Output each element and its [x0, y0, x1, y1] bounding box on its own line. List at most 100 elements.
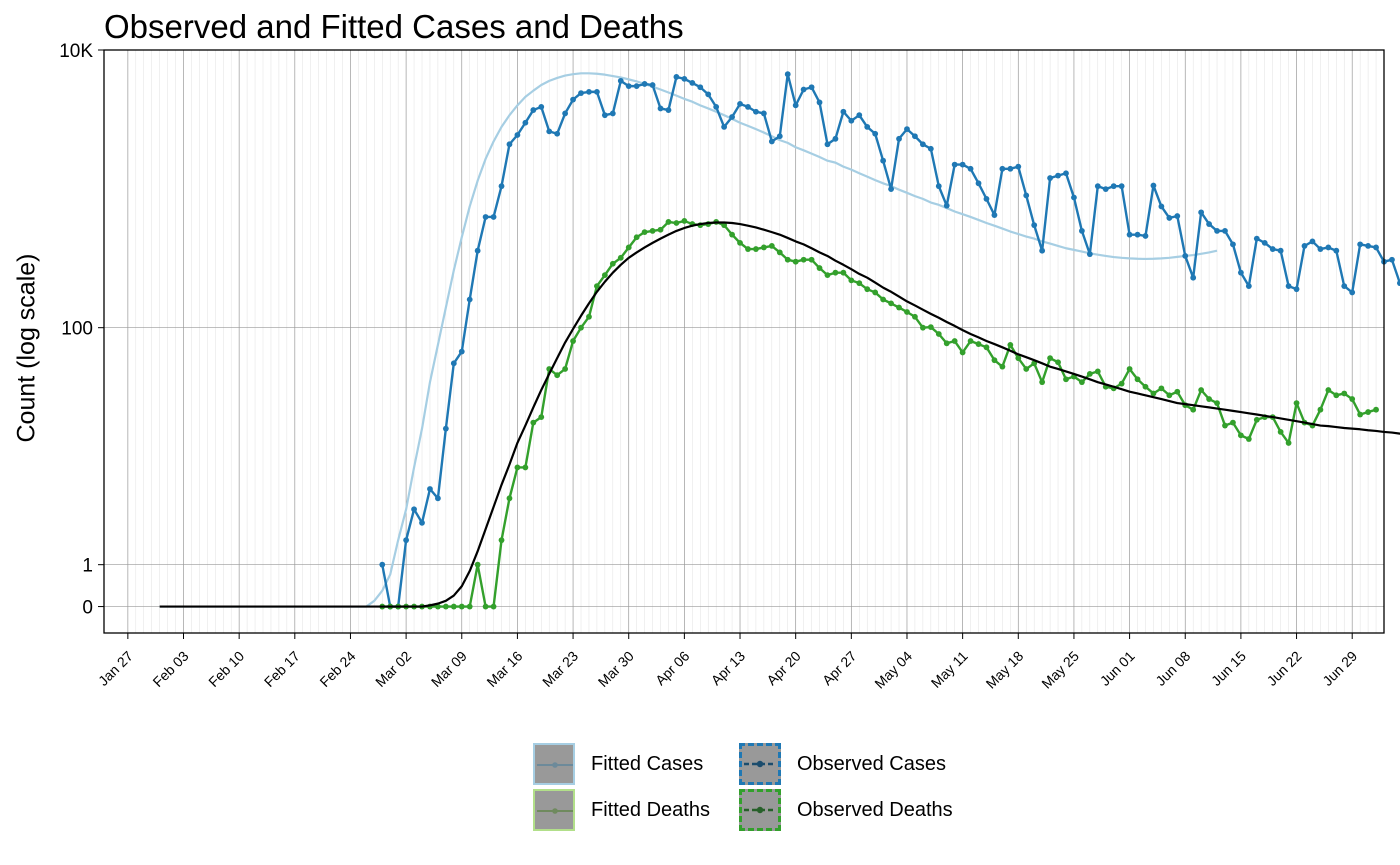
data-point-observed-cases — [943, 202, 950, 209]
data-point-observed-deaths — [1230, 419, 1236, 426]
data-point-observed-deaths — [1015, 355, 1022, 362]
data-point-observed-deaths — [1253, 416, 1260, 423]
legend-key-observed-deaths — [739, 789, 781, 831]
data-point-observed-deaths — [1150, 390, 1157, 397]
data-point-observed-deaths — [896, 304, 902, 311]
data-point-observed-deaths — [1126, 366, 1133, 372]
data-point-observed-cases — [776, 133, 783, 140]
data-point-observed-deaths — [1214, 400, 1220, 406]
data-point-observed-deaths — [776, 249, 783, 256]
data-point-observed-deaths — [792, 258, 799, 265]
data-point-observed-deaths — [999, 363, 1006, 370]
x-tick-label: Feb 17 — [261, 648, 303, 690]
data-point-observed-deaths — [554, 372, 561, 379]
data-point-observed-cases — [888, 186, 894, 192]
data-point-observed-deaths — [586, 313, 592, 320]
data-point-observed-deaths — [991, 357, 998, 364]
y-tick-label: 100 — [61, 319, 93, 340]
data-point-observed-deaths — [951, 338, 958, 344]
data-point-observed-cases — [935, 183, 942, 190]
data-point-observed-deaths — [1325, 387, 1332, 393]
legend-label-observed-deaths: Observed Deaths — [797, 798, 953, 821]
data-point-observed-cases — [1301, 242, 1308, 249]
data-point-observed-deaths — [768, 242, 775, 249]
data-point-observed-deaths — [1333, 392, 1340, 399]
data-point-observed-cases — [458, 348, 465, 355]
data-point-observed-cases — [1142, 233, 1149, 239]
axes: Jan 27 Feb 03 Feb 10 Feb 17 Feb 24 Mar 02 Mar … — [59, 41, 1360, 692]
data-point-observed-deaths — [967, 338, 974, 344]
x-tick-label: May 18 — [983, 648, 1027, 692]
data-point-observed-deaths — [522, 464, 529, 471]
data-point-observed-cases — [721, 124, 728, 130]
y-tick-label: 0 — [82, 598, 93, 619]
data-point-observed-deaths — [1174, 388, 1181, 395]
data-point-observed-deaths — [959, 349, 966, 356]
data-point-observed-deaths — [1206, 396, 1212, 402]
data-point-observed-cases — [490, 214, 497, 220]
y-tick-label: 10K — [59, 41, 93, 62]
data-point-observed-cases — [824, 141, 831, 148]
data-point-observed-deaths — [466, 603, 473, 610]
grid-lines — [104, 49, 1384, 633]
data-point-observed-cases — [1333, 247, 1340, 254]
data-point-observed-deaths — [832, 269, 839, 276]
data-point-observed-deaths — [1237, 432, 1244, 439]
plot-border — [103, 49, 1385, 634]
x-tick-label: Mar 02 — [372, 648, 414, 690]
data-point-observed-cases — [832, 135, 839, 142]
data-point-observed-cases — [1222, 228, 1228, 234]
x-tick-label: Jun 15 — [1208, 648, 1249, 689]
data-point-observed-deaths — [864, 286, 871, 293]
data-point-observed-cases — [1182, 253, 1189, 259]
data-point-observed-cases — [554, 130, 561, 137]
data-point-observed-cases — [506, 141, 513, 148]
data-point-observed-cases — [1253, 235, 1260, 242]
data-point-observed-cases — [745, 103, 751, 110]
data-point-observed-cases — [1118, 183, 1125, 190]
data-point-observed-deaths — [1039, 379, 1046, 386]
x-tick-label: Jun 01 — [1097, 648, 1138, 689]
data-point-observed-cases — [681, 75, 688, 82]
data-point-observed-deaths — [474, 561, 481, 568]
data-point-observed-cases — [1134, 231, 1141, 238]
data-point-observed-cases — [482, 214, 489, 220]
data-point-observed-deaths — [1285, 440, 1292, 446]
data-point-observed-cases — [800, 86, 807, 93]
legend-key-fitted-deaths — [533, 789, 575, 831]
data-point-observed-cases — [753, 108, 759, 115]
data-point-observed-cases — [760, 110, 767, 117]
x-tick-label: May 25 — [1038, 648, 1082, 692]
data-point-observed-cases — [959, 161, 966, 168]
data-point-observed-deaths — [983, 344, 990, 351]
data-point-observed-cases — [379, 561, 386, 568]
data-point-observed-deaths — [1317, 406, 1324, 413]
data-point-observed-deaths — [1245, 436, 1252, 442]
data-point-observed-cases — [983, 195, 990, 202]
data-point-observed-cases — [1110, 183, 1117, 190]
data-point-observed-deaths — [904, 309, 910, 315]
data-point-observed-cases — [784, 71, 791, 78]
data-point-observed-deaths — [1055, 359, 1061, 366]
data-point-observed-cases — [514, 132, 521, 138]
data-point-observed-deaths — [784, 256, 791, 263]
data-point-observed-deaths — [1198, 387, 1205, 393]
legend-item-fitted-cases: Fitted Cases — [533, 742, 703, 786]
legend-item-observed-deaths: Observed Deaths — [739, 788, 953, 832]
data-point-observed-cases — [1349, 289, 1356, 296]
data-point-observed-cases — [967, 165, 974, 172]
data-point-observed-cases — [1190, 274, 1197, 281]
data-point-observed-cases — [689, 80, 696, 86]
data-point-observed-deaths — [1373, 406, 1379, 413]
data-point-observed-deaths — [912, 313, 918, 320]
data-point-observed-deaths — [856, 280, 863, 287]
data-point-observed-deaths — [601, 272, 608, 279]
data-point-observed-cases — [1031, 222, 1038, 229]
data-point-observed-deaths — [442, 603, 449, 610]
x-tick-label: May 04 — [871, 648, 915, 692]
data-point-observed-cases — [1071, 194, 1077, 201]
data-point-observed-cases — [1293, 286, 1300, 293]
data-point-observed-deaths — [562, 366, 569, 372]
data-point-observed-deaths — [800, 256, 807, 263]
data-point-observed-deaths — [919, 324, 926, 331]
